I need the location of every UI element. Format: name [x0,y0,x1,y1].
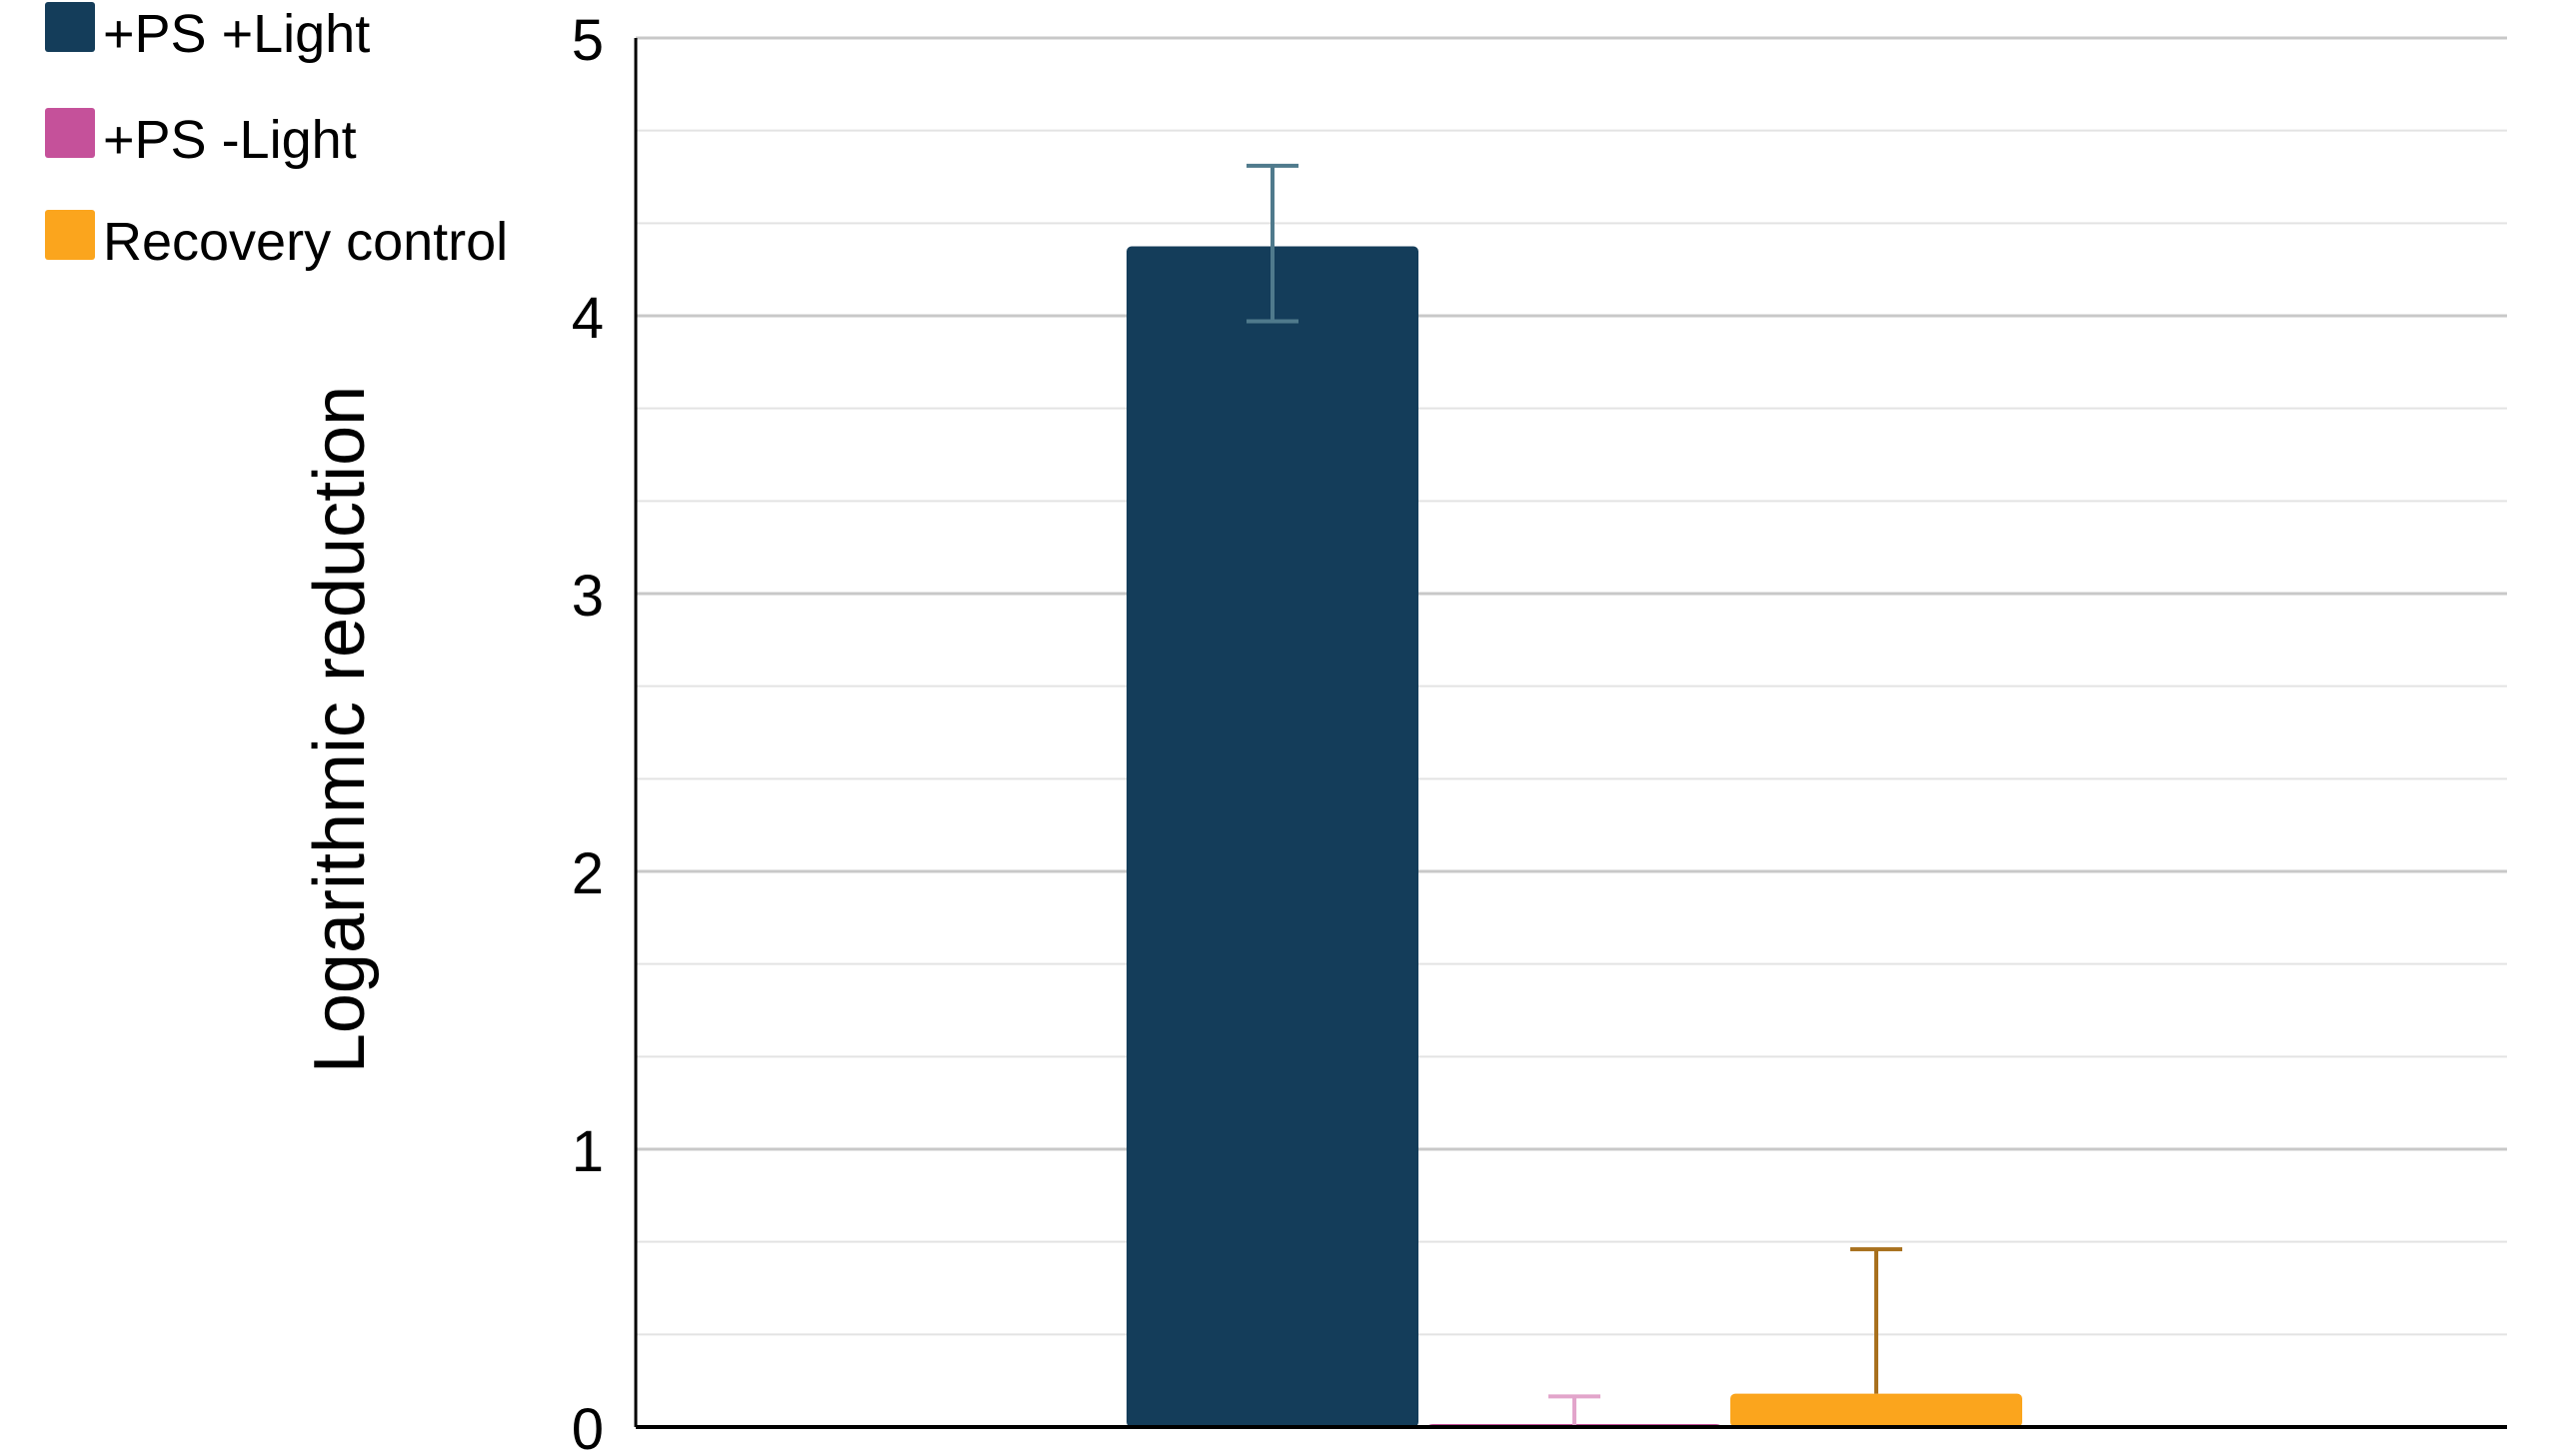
bar-3 [1730,1393,2022,1427]
gridlines [636,36,2507,1336]
y-tick-label: 4 [572,286,604,351]
legend-label: +PS +Light [103,4,371,64]
bar-1 [1127,246,1418,1427]
legend-swatch [45,108,95,158]
y-tick-label: 2 [572,841,604,906]
legend-label: Recovery control [103,212,509,272]
y-tick-label: 3 [572,564,604,629]
y-tick-label: 5 [572,8,604,73]
y-tick-labels: 0 1 2 3 4 5 [572,8,604,1456]
legend-swatch [45,210,95,260]
error-bars [1247,163,1902,1427]
y-tick-label: 0 [572,1397,604,1456]
y-axis-label: Logarithmic reduction [300,385,380,1074]
legend-label: +PS -Light [103,110,357,170]
bars [1127,246,2022,1427]
legend-swatch [45,2,95,52]
y-tick-label: 1 [572,1119,604,1184]
